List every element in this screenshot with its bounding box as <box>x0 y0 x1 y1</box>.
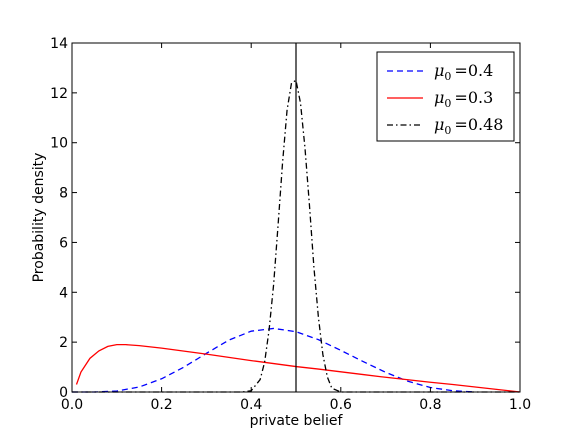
legend: μ0 =0.4 μ0 =0.3 μ0 =0.48 <box>376 51 515 142</box>
y-axis-label: Probability density <box>31 153 47 283</box>
x-tick-label: 0.8 <box>419 397 441 413</box>
legend-label-0: μ0 =0.4 <box>434 61 493 83</box>
series-line-2 <box>72 79 520 393</box>
y-tick-label: 8 <box>59 186 68 202</box>
legend-label-1: μ0 =0.3 <box>434 88 493 110</box>
x-tick-label: 0.4 <box>240 397 262 413</box>
y-tick-label: 14 <box>50 36 68 52</box>
series-layer <box>72 79 521 393</box>
x-axis-label: private belief <box>250 413 344 429</box>
x-tick-label: 0.6 <box>330 397 352 413</box>
x-tick-label: 0.2 <box>150 397 172 413</box>
x-tick-label: 1.0 <box>509 397 531 413</box>
y-axis-ticks: 0 2 4 6 8 10 12 14 <box>50 36 520 401</box>
y-tick-label: 0 <box>59 385 68 401</box>
series-line-1 <box>75 343 521 393</box>
y-tick-label: 4 <box>59 285 68 301</box>
y-tick-label: 2 <box>59 335 68 351</box>
x-axis-ticks: 0.0 0.2 0.4 0.6 0.8 1.0 <box>61 43 531 413</box>
legend-label-2: μ0 =0.48 <box>434 115 503 137</box>
legend-box <box>376 51 515 142</box>
plot-frame <box>71 42 521 393</box>
y-tick-label: 10 <box>50 136 68 152</box>
series-line-0 <box>72 327 476 393</box>
y-tick-label: 6 <box>59 235 68 251</box>
x-tick-label: 0.0 <box>61 397 83 413</box>
y-tick-label: 12 <box>50 86 68 102</box>
